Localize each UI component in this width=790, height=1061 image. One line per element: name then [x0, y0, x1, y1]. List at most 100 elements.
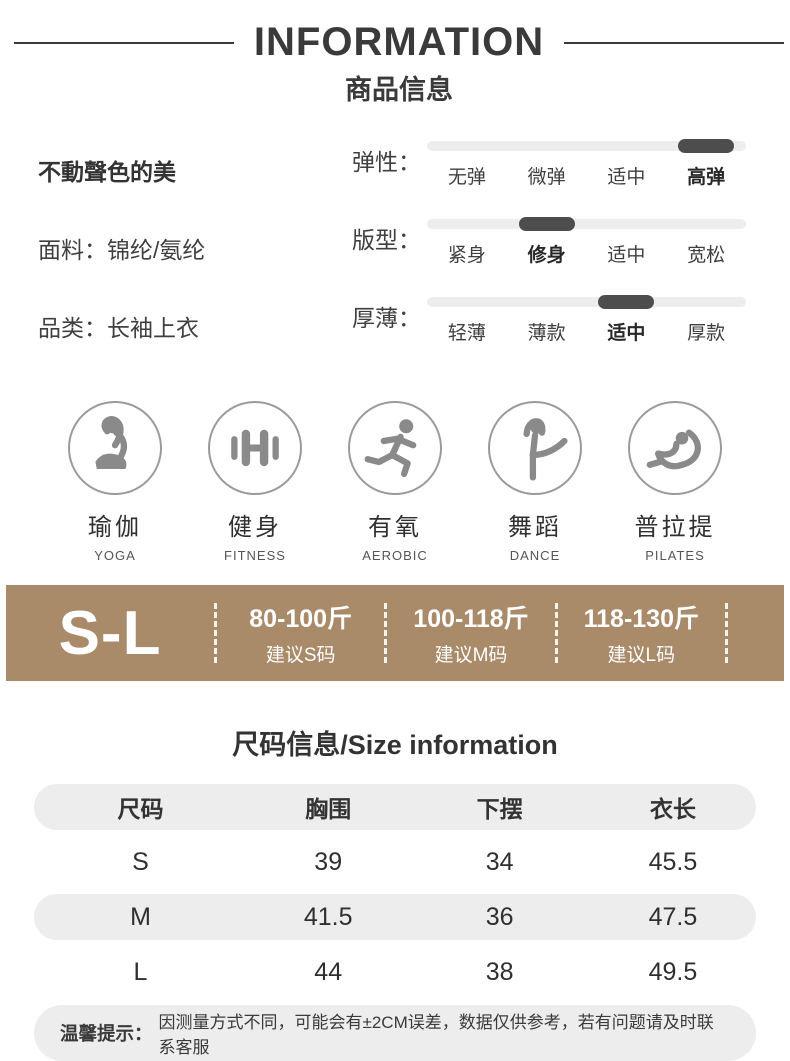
page-header: INFORMATION 商品信息 [0, 0, 790, 107]
activity-aerobic: 有氧 AEROBIC [336, 401, 454, 563]
pilates-icon [628, 401, 722, 495]
fabric-value: 锦纶/氨纶 [107, 237, 206, 263]
fitness-icon [208, 401, 302, 495]
elasticity-slider: 弹性： 无弹 微弹 适中 高弹 [352, 131, 746, 209]
banner-divider [214, 603, 217, 663]
size-suggestion: 建议S码 [265, 645, 336, 666]
thickness-slider: 厚薄： 轻薄 薄款 适中 厚款 [352, 287, 746, 365]
category-field: 品类： 长袖上衣 [38, 287, 352, 365]
col-size: 尺码 [117, 796, 164, 822]
option-tight: 紧身 [447, 245, 486, 266]
notice-text: 因测量方式不同，可能会有±2CM误差，数据仅供参考，若有问题请及时联系客服 [158, 1013, 714, 1057]
notice-label: 温馨提示： [60, 1023, 153, 1044]
option-thick: 厚款 [687, 323, 726, 344]
banner-divider [384, 603, 388, 663]
activity-name: 瑜伽 [88, 514, 142, 541]
weight-range: 100-118斤 [413, 605, 529, 633]
activity-pilates: 普拉提 PILATES [616, 401, 734, 563]
cell-size: S [132, 847, 149, 876]
elasticity-label: 弹性： [352, 149, 421, 175]
slider-track [427, 139, 746, 153]
activity-name: 有氧 [368, 514, 422, 541]
cell-size: M [130, 902, 151, 931]
slider-track [427, 295, 746, 309]
cell-length: 47.5 [648, 902, 698, 931]
activity-name: 普拉提 [634, 514, 716, 541]
cell-bust: 41.5 [303, 902, 353, 931]
banner-divider [724, 603, 728, 663]
slider-options: 无弹 微弹 适中 高弹 [427, 162, 746, 189]
option-high: 高弹 [687, 167, 726, 188]
table-row: S 39 34 45.5 [34, 839, 756, 885]
header-titles: INFORMATION 商品信息 [234, 20, 564, 107]
size-rec-m: 100-118斤 建议M码 [387, 599, 554, 667]
cell-length: 45.5 [648, 847, 698, 876]
fit-scale: 紧身 修身 适中 宽松 [427, 209, 746, 287]
fabric-field: 面料： 锦纶/氨纶 [38, 209, 352, 287]
table-header-row: 尺码 胸围 下摆 衣长 [34, 784, 756, 830]
cell-hem: 34 [485, 847, 514, 876]
activity-name-en: FITNESS [224, 548, 286, 563]
cell-bust: 44 [314, 957, 343, 986]
cell-length: 49.5 [648, 957, 698, 986]
activity-name-en: DANCE [509, 548, 561, 563]
fabric-label: 面料： [38, 237, 107, 263]
cell-hem: 38 [485, 957, 514, 986]
notice-bar: 温馨提示： 因测量方式不同，可能会有±2CM误差，数据仅供参考，若有问题请及时联… [34, 1005, 756, 1061]
category-label: 品类： [38, 315, 107, 341]
category-value: 长袖上衣 [107, 315, 199, 341]
size-suggestion: 建议L码 [607, 645, 676, 666]
col-bust: 胸围 [305, 796, 352, 822]
size-rec-l: 118-130斤 建议L码 [558, 599, 725, 667]
elasticity-scale: 无弹 微弹 适中 高弹 [427, 131, 746, 209]
page-subtitle: 商品信息 [345, 75, 453, 105]
activity-yoga: 瑜伽 YOGA [56, 401, 174, 563]
attribute-sliders: 弹性： 无弹 微弹 适中 高弹 版型： 紧身 [352, 131, 790, 365]
option-regular: 适中 [607, 245, 646, 266]
option-slim: 修身 [527, 245, 566, 266]
size-rec-s: 80-100斤 建议S码 [217, 599, 384, 667]
fit-slider: 版型： 紧身 修身 适中 宽松 [352, 209, 746, 287]
product-info-section: 不動聲色的美 面料： 锦纶/氨纶 品类： 长袖上衣 弹性： 无弹 微弹 适中 高… [0, 131, 790, 365]
activity-name-en: AEROBIC [362, 548, 428, 563]
slider-track [427, 217, 746, 231]
weight-range: 80-100斤 [249, 605, 353, 633]
slider-options: 紧身 修身 适中 宽松 [427, 240, 746, 267]
slider-indicator [598, 295, 655, 309]
size-banner: S-L 80-100斤 建议S码 100-118斤 建议M码 118-130斤 … [6, 585, 784, 681]
size-suggestion: 建议M码 [434, 645, 508, 666]
fit-label: 版型： [352, 227, 421, 253]
dance-icon [488, 401, 582, 495]
weight-range: 118-130斤 [583, 605, 699, 633]
slider-indicator [518, 217, 575, 231]
yoga-icon [68, 401, 162, 495]
activity-dance: 舞蹈 DANCE [476, 401, 594, 563]
activity-row: 瑜伽 YOGA 健身 FITNESS 有氧 [0, 401, 790, 563]
product-attributes: 不動聲色的美 面料： 锦纶/氨纶 品类： 长袖上衣 [0, 131, 352, 365]
option-thin: 薄款 [527, 323, 566, 344]
thickness-label: 厚薄： [352, 305, 421, 331]
slider-indicator [678, 139, 735, 153]
page-title: INFORMATION [253, 20, 545, 64]
size-range: S-L [58, 598, 162, 668]
size-table-title: 尺码信息/Size information [232, 730, 558, 760]
thickness-scale: 轻薄 薄款 适中 厚款 [427, 287, 746, 365]
option-light: 轻薄 [447, 323, 486, 344]
table-row: L 44 38 49.5 [34, 949, 756, 995]
col-length: 衣长 [649, 796, 696, 822]
banner-divider [554, 603, 558, 663]
aerobic-icon [348, 401, 442, 495]
cell-bust: 39 [314, 847, 343, 876]
option-none: 无弹 [447, 167, 486, 188]
cell-size: L [133, 957, 148, 986]
header-right-rule [564, 42, 784, 44]
activity-name: 健身 [228, 514, 282, 541]
header-left-rule [14, 42, 234, 44]
activity-name: 舞蹈 [508, 514, 562, 541]
option-loose: 宽松 [687, 245, 726, 266]
cell-hem: 36 [485, 902, 514, 931]
activity-name-en: YOGA [94, 548, 136, 563]
option-moderate: 适中 [607, 323, 646, 344]
option-slight: 微弹 [527, 167, 566, 188]
product-tagline: 不動聲色的美 [38, 159, 176, 185]
